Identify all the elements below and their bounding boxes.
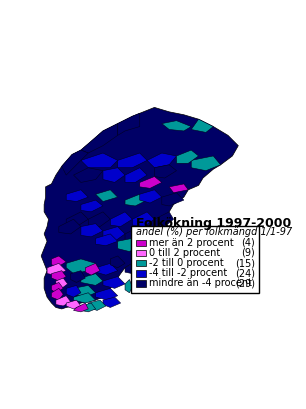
- Bar: [136, 260, 146, 266]
- Text: (24): (24): [235, 268, 255, 278]
- Polygon shape: [59, 219, 81, 234]
- Polygon shape: [125, 263, 140, 274]
- Polygon shape: [118, 238, 140, 252]
- Bar: [136, 280, 146, 287]
- Polygon shape: [51, 271, 66, 281]
- Polygon shape: [177, 150, 199, 163]
- Polygon shape: [103, 227, 125, 241]
- Polygon shape: [71, 271, 85, 283]
- Text: mindre än -4 procent: mindre än -4 procent: [149, 279, 252, 288]
- Polygon shape: [81, 303, 95, 312]
- Text: andel (%) per folkmängd 1/1-97: andel (%) per folkmängd 1/1-97: [136, 227, 293, 237]
- Polygon shape: [169, 184, 188, 193]
- Polygon shape: [81, 200, 103, 212]
- Polygon shape: [103, 276, 125, 288]
- Polygon shape: [95, 190, 118, 202]
- Polygon shape: [162, 193, 184, 206]
- Polygon shape: [110, 256, 125, 268]
- Polygon shape: [73, 168, 103, 182]
- Text: (29): (29): [235, 279, 255, 288]
- Polygon shape: [162, 121, 191, 131]
- Polygon shape: [110, 212, 132, 227]
- Polygon shape: [81, 224, 103, 237]
- Bar: [136, 249, 146, 256]
- Polygon shape: [132, 212, 155, 227]
- Polygon shape: [191, 119, 213, 133]
- Bar: [136, 240, 146, 246]
- Polygon shape: [51, 256, 66, 266]
- Polygon shape: [155, 165, 177, 178]
- Polygon shape: [56, 278, 68, 288]
- Polygon shape: [88, 212, 110, 227]
- Polygon shape: [155, 212, 174, 227]
- Polygon shape: [132, 259, 150, 269]
- Polygon shape: [56, 296, 71, 306]
- Polygon shape: [95, 234, 118, 246]
- Polygon shape: [95, 288, 118, 300]
- Polygon shape: [47, 263, 66, 275]
- Text: -4 till -2 procent: -4 till -2 procent: [149, 268, 227, 278]
- Text: -2 till 0 procent: -2 till 0 procent: [149, 258, 224, 268]
- Polygon shape: [73, 285, 95, 297]
- Polygon shape: [81, 124, 118, 153]
- Polygon shape: [125, 168, 147, 182]
- Text: (9): (9): [241, 248, 255, 258]
- Text: (15): (15): [235, 258, 255, 268]
- Polygon shape: [51, 288, 63, 300]
- Polygon shape: [73, 303, 88, 312]
- Polygon shape: [66, 259, 95, 274]
- Polygon shape: [147, 153, 177, 168]
- Polygon shape: [81, 274, 103, 285]
- Polygon shape: [66, 285, 81, 297]
- Polygon shape: [191, 156, 221, 171]
- Polygon shape: [147, 268, 160, 283]
- Polygon shape: [51, 283, 63, 293]
- Polygon shape: [140, 190, 162, 203]
- Polygon shape: [125, 194, 147, 206]
- FancyBboxPatch shape: [131, 226, 259, 293]
- Polygon shape: [66, 190, 88, 202]
- Text: 0 till 2 procent: 0 till 2 procent: [149, 248, 220, 258]
- Polygon shape: [159, 243, 169, 254]
- Polygon shape: [103, 297, 121, 308]
- Polygon shape: [118, 153, 147, 168]
- Polygon shape: [81, 153, 118, 168]
- Polygon shape: [103, 168, 125, 182]
- Polygon shape: [125, 227, 147, 241]
- Text: mer än 2 procent: mer än 2 procent: [149, 238, 233, 248]
- Polygon shape: [85, 263, 100, 275]
- Polygon shape: [66, 212, 88, 227]
- Polygon shape: [73, 293, 95, 303]
- Polygon shape: [125, 279, 132, 293]
- Polygon shape: [62, 150, 88, 175]
- Bar: [136, 270, 146, 276]
- Polygon shape: [66, 300, 81, 309]
- Polygon shape: [140, 177, 162, 188]
- Polygon shape: [95, 263, 118, 275]
- Polygon shape: [41, 108, 238, 309]
- Text: Folkökning 1997-2000: Folkökning 1997-2000: [136, 217, 292, 230]
- Text: (4): (4): [241, 238, 255, 248]
- Polygon shape: [140, 241, 159, 256]
- Polygon shape: [118, 113, 140, 135]
- Polygon shape: [88, 300, 106, 310]
